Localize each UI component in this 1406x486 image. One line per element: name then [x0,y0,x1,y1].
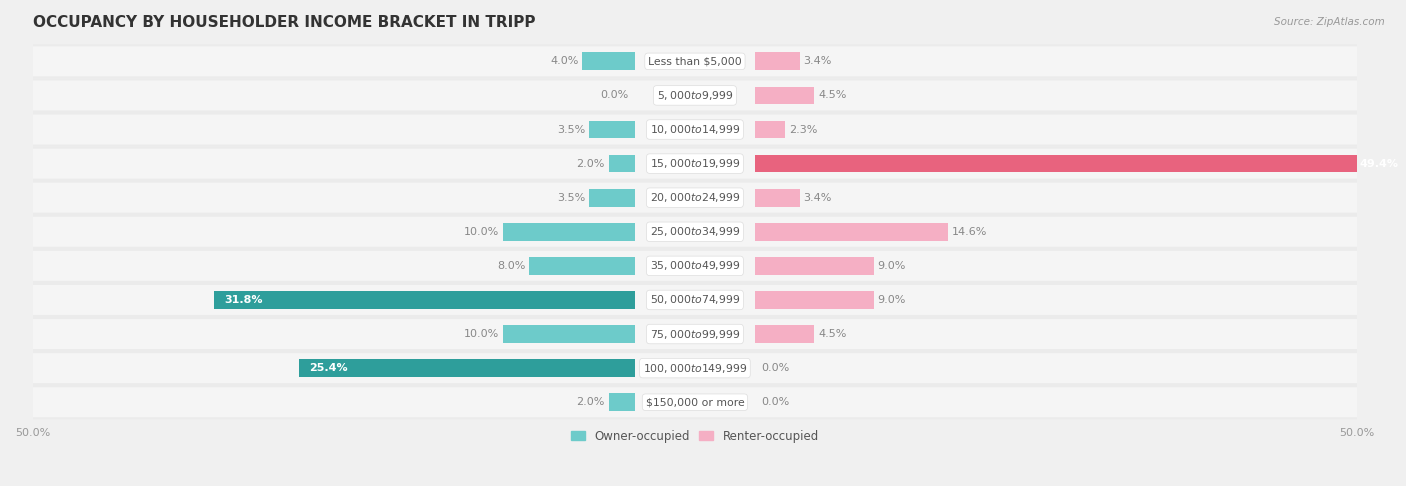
FancyBboxPatch shape [30,387,1360,417]
Bar [755,325,814,343]
Text: $20,000 to $24,999: $20,000 to $24,999 [650,191,740,204]
Text: 2.0%: 2.0% [576,158,605,169]
FancyBboxPatch shape [30,353,1360,383]
Text: 10.0%: 10.0% [464,227,499,237]
Bar [755,155,1406,173]
Text: 3.4%: 3.4% [804,56,832,67]
Text: 49.4%: 49.4% [1360,158,1399,169]
Text: 14.6%: 14.6% [952,227,987,237]
FancyBboxPatch shape [25,78,1364,112]
Bar [503,223,636,241]
Text: 4.5%: 4.5% [818,90,846,101]
Text: 2.3%: 2.3% [789,124,817,135]
Text: $75,000 to $99,999: $75,000 to $99,999 [650,328,740,341]
FancyBboxPatch shape [25,385,1364,419]
Text: 9.0%: 9.0% [877,261,905,271]
Text: 8.0%: 8.0% [496,261,526,271]
FancyBboxPatch shape [25,181,1364,215]
FancyBboxPatch shape [25,351,1364,385]
FancyBboxPatch shape [25,112,1364,147]
Text: 3.4%: 3.4% [804,192,832,203]
Text: $35,000 to $49,999: $35,000 to $49,999 [650,260,740,272]
FancyBboxPatch shape [25,147,1364,181]
FancyBboxPatch shape [30,46,1360,76]
FancyBboxPatch shape [30,217,1360,247]
FancyBboxPatch shape [25,249,1364,283]
Bar [755,121,785,139]
Bar [755,52,800,70]
Text: 25.4%: 25.4% [309,363,349,373]
Bar [214,291,636,309]
Text: OCCUPANCY BY HOUSEHOLDER INCOME BRACKET IN TRIPP: OCCUPANCY BY HOUSEHOLDER INCOME BRACKET … [32,15,536,30]
FancyBboxPatch shape [30,80,1360,110]
Text: $50,000 to $74,999: $50,000 to $74,999 [650,294,740,307]
Bar [589,121,636,139]
Bar [755,291,873,309]
FancyBboxPatch shape [30,251,1360,281]
Text: 3.5%: 3.5% [557,124,585,135]
Bar [503,325,636,343]
Text: 4.5%: 4.5% [818,329,846,339]
FancyBboxPatch shape [25,44,1364,78]
Text: $10,000 to $14,999: $10,000 to $14,999 [650,123,740,136]
Text: 0.0%: 0.0% [761,397,789,407]
Legend: Owner-occupied, Renter-occupied: Owner-occupied, Renter-occupied [567,425,824,447]
Text: 9.0%: 9.0% [877,295,905,305]
Bar [609,155,636,173]
Bar [755,257,873,275]
FancyBboxPatch shape [30,319,1360,349]
FancyBboxPatch shape [25,215,1364,249]
Text: Source: ZipAtlas.com: Source: ZipAtlas.com [1274,17,1385,27]
Bar [589,189,636,207]
FancyBboxPatch shape [25,283,1364,317]
Bar [609,393,636,411]
Text: 10.0%: 10.0% [464,329,499,339]
Text: $100,000 to $149,999: $100,000 to $149,999 [643,362,747,375]
Bar [755,189,800,207]
FancyBboxPatch shape [30,149,1360,178]
Text: 0.0%: 0.0% [761,363,789,373]
Bar [755,223,948,241]
Bar [755,87,814,104]
Text: Less than $5,000: Less than $5,000 [648,56,742,67]
Bar [299,359,636,377]
Text: 0.0%: 0.0% [600,90,628,101]
FancyBboxPatch shape [30,285,1360,315]
Text: 3.5%: 3.5% [557,192,585,203]
Text: $150,000 or more: $150,000 or more [645,397,744,407]
Bar [529,257,636,275]
Text: 4.0%: 4.0% [550,56,578,67]
Bar [582,52,636,70]
FancyBboxPatch shape [25,317,1364,351]
FancyBboxPatch shape [30,183,1360,213]
Text: 31.8%: 31.8% [225,295,263,305]
Text: $5,000 to $9,999: $5,000 to $9,999 [657,89,733,102]
FancyBboxPatch shape [30,115,1360,144]
Text: $25,000 to $34,999: $25,000 to $34,999 [650,226,740,238]
Text: $15,000 to $19,999: $15,000 to $19,999 [650,157,740,170]
Text: 2.0%: 2.0% [576,397,605,407]
